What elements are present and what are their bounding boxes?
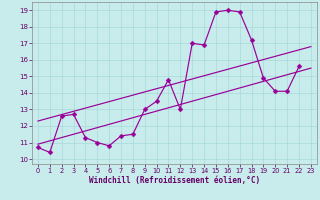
X-axis label: Windchill (Refroidissement éolien,°C): Windchill (Refroidissement éolien,°C) <box>89 176 260 185</box>
